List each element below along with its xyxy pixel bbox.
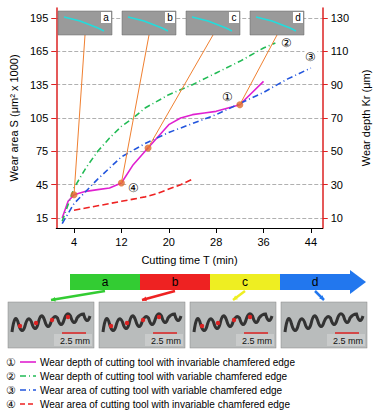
svg-text:36: 36 xyxy=(257,236,269,248)
svg-text:135: 135 xyxy=(30,79,48,91)
svg-text:44: 44 xyxy=(305,236,317,248)
svg-text:Wear area of cutting tool with: Wear area of cutting tool with variable … xyxy=(40,385,283,396)
svg-text:④: ④ xyxy=(128,181,139,195)
svg-text:75: 75 xyxy=(36,145,48,157)
svg-text:10: 10 xyxy=(331,212,343,224)
svg-text:Wear depth of cutting tool wit: Wear depth of cutting tool with invariab… xyxy=(40,357,295,368)
svg-text:Wear area of cutting tool with: Wear area of cutting tool with invariabl… xyxy=(40,399,290,410)
svg-text:70: 70 xyxy=(331,112,343,124)
svg-text:④: ④ xyxy=(6,398,16,410)
svg-text:50: 50 xyxy=(331,145,343,157)
svg-text:2.5 mm: 2.5 mm xyxy=(60,336,90,346)
svg-text:d: d xyxy=(295,12,301,23)
svg-text:Wear depth Kr (μm): Wear depth Kr (μm) xyxy=(360,70,372,167)
svg-text:15: 15 xyxy=(36,212,48,224)
svg-text:Wear depth of cutting tool wit: Wear depth of cutting tool with variable… xyxy=(40,371,288,382)
svg-text:③: ③ xyxy=(6,384,16,396)
svg-text:130: 130 xyxy=(331,12,349,24)
svg-text:4: 4 xyxy=(71,236,77,248)
svg-text:Wear area S (μm² x 1000): Wear area S (μm² x 1000) xyxy=(8,54,20,181)
svg-text:a: a xyxy=(102,275,109,289)
svg-text:a: a xyxy=(103,12,109,23)
svg-text:2.5 mm: 2.5 mm xyxy=(242,336,272,346)
svg-text:12: 12 xyxy=(115,236,127,248)
svg-text:90: 90 xyxy=(331,79,343,91)
svg-text:d: d xyxy=(312,275,319,289)
svg-text:2.5 mm: 2.5 mm xyxy=(333,336,363,346)
svg-text:c: c xyxy=(232,12,237,23)
svg-text:165: 165 xyxy=(30,45,48,57)
svg-text:28: 28 xyxy=(210,236,222,248)
svg-text:2.5 mm: 2.5 mm xyxy=(151,336,181,346)
svg-text:①: ① xyxy=(6,356,16,368)
svg-text:③: ③ xyxy=(305,50,316,64)
svg-text:20: 20 xyxy=(163,236,175,248)
svg-text:b: b xyxy=(167,12,173,23)
svg-text:105: 105 xyxy=(30,112,48,124)
svg-text:b: b xyxy=(172,275,179,289)
svg-text:c: c xyxy=(242,275,248,289)
svg-text:Cutting time T (min): Cutting time T (min) xyxy=(141,254,237,266)
svg-text:30: 30 xyxy=(331,179,343,191)
svg-text:195: 195 xyxy=(30,12,48,24)
svg-text:45: 45 xyxy=(36,179,48,191)
svg-text:②: ② xyxy=(6,370,16,382)
svg-text:②: ② xyxy=(281,36,292,50)
svg-text:①: ① xyxy=(222,90,233,104)
svg-text:110: 110 xyxy=(331,45,349,57)
